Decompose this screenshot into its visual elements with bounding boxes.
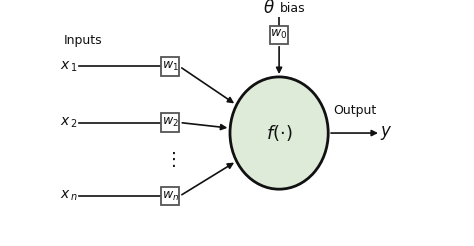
Text: $y$: $y$: [380, 124, 392, 142]
Text: $x_{\,1}$: $x_{\,1}$: [60, 59, 77, 74]
Text: $w_0$: $w_0$: [271, 28, 288, 41]
Text: $f(\cdot)$: $f(\cdot)$: [266, 123, 292, 143]
Text: $w_n$: $w_n$: [162, 190, 179, 203]
Text: Output: Output: [334, 104, 377, 117]
Text: $x_{\,2}$: $x_{\,2}$: [60, 115, 77, 130]
Text: $x_{\,n}$: $x_{\,n}$: [60, 189, 77, 203]
FancyBboxPatch shape: [161, 187, 180, 205]
Text: $w_1$: $w_1$: [162, 60, 179, 73]
Text: $\theta$: $\theta$: [263, 0, 274, 17]
Ellipse shape: [230, 77, 328, 189]
FancyBboxPatch shape: [270, 26, 288, 44]
Text: bias: bias: [280, 2, 306, 15]
FancyBboxPatch shape: [161, 57, 180, 76]
Text: Inputs: Inputs: [64, 33, 102, 46]
FancyBboxPatch shape: [161, 113, 180, 132]
Text: $w_2$: $w_2$: [162, 116, 179, 129]
Text: $\vdots$: $\vdots$: [164, 150, 176, 169]
